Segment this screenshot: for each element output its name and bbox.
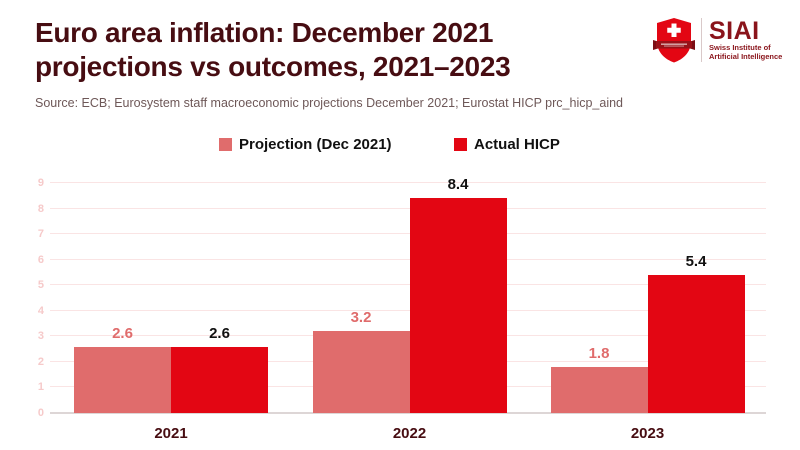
bar-2021-actual <box>171 347 268 413</box>
y-axis-tick-8: 8 <box>37 202 44 215</box>
gridline-y7 <box>50 233 766 235</box>
legend-item-projection: Projection (Dec 2021) <box>219 136 392 153</box>
gridline-y9 <box>50 182 766 183</box>
bar-chart-plot-area: 0 1 2 3 4 5 6 7 8 9 2.6 2.6 3.2 8.4 1.8 5.4 <box>38 170 766 419</box>
value-label-2022-actual: 8.4 <box>447 176 469 193</box>
gridline-y8 <box>50 207 766 209</box>
y-axis-tick-5: 5 <box>37 279 44 292</box>
bar-2023-projection <box>550 367 648 413</box>
source-note: Source: ECB; Eurosystem staff macroecono… <box>35 96 624 110</box>
y-axis-tick-4: 4 <box>37 304 44 317</box>
projection-swatch-icon <box>219 138 232 151</box>
swiss-shield-icon <box>653 18 695 63</box>
gridline-y5 <box>50 284 766 286</box>
gridline-y6 <box>50 258 766 260</box>
bar-2021-projection <box>74 347 171 413</box>
y-axis-tick-9: 9 <box>37 177 44 189</box>
value-label-2023-projection: 1.8 <box>588 345 610 362</box>
value-label-2021-actual: 2.6 <box>209 325 230 342</box>
x-axis-label-2021: 2021 <box>154 425 188 442</box>
bar-2023-actual <box>647 275 745 413</box>
logo-subtitle-line1: Swiss Institute of <box>709 43 771 52</box>
chart-title-line2: projections vs outcomes, 2021–2023 <box>35 51 511 82</box>
y-axis-tick-3: 3 <box>37 330 44 343</box>
logo-divider <box>701 18 702 62</box>
bar-2022-actual <box>409 198 507 413</box>
legend-label-projection: Projection (Dec 2021) <box>239 136 392 153</box>
x-axis-label-2022: 2022 <box>392 425 427 442</box>
chart-title: Euro area inflation: December 2021 proje… <box>35 16 635 84</box>
value-label-2021-projection: 2.6 <box>112 325 133 342</box>
chart-legend: Projection (Dec 2021) Actual HICP <box>0 136 800 156</box>
x-axis-label-2023: 2023 <box>630 425 665 442</box>
gridline-y4 <box>50 309 766 311</box>
logo-text: SIAI Swiss Institute of Artificial Intel… <box>709 17 783 62</box>
logo-name: SIAI <box>709 17 760 45</box>
legend-item-actual: Actual HICP <box>454 136 560 153</box>
x-axis-line <box>50 412 766 414</box>
siai-logo: SIAI Swiss Institute of Artificial Intel… <box>653 16 782 64</box>
value-label-2022-projection: 3.2 <box>350 309 372 326</box>
y-axis-tick-6: 6 <box>37 253 44 266</box>
actual-swatch-icon <box>454 138 467 151</box>
logo-subtitle-line2: Artificial Intelligence <box>709 52 783 61</box>
y-axis-tick-1: 1 <box>37 381 44 394</box>
chart-title-line1: Euro area inflation: December 2021 <box>35 17 494 48</box>
y-axis-tick-2: 2 <box>37 355 44 368</box>
value-label-2023-actual: 5.4 <box>685 253 707 270</box>
y-axis-tick-7: 7 <box>37 228 44 241</box>
legend-label-actual: Actual HICP <box>474 136 560 153</box>
bar-2022-projection <box>312 331 410 413</box>
y-axis-tick-0: 0 <box>37 407 44 419</box>
